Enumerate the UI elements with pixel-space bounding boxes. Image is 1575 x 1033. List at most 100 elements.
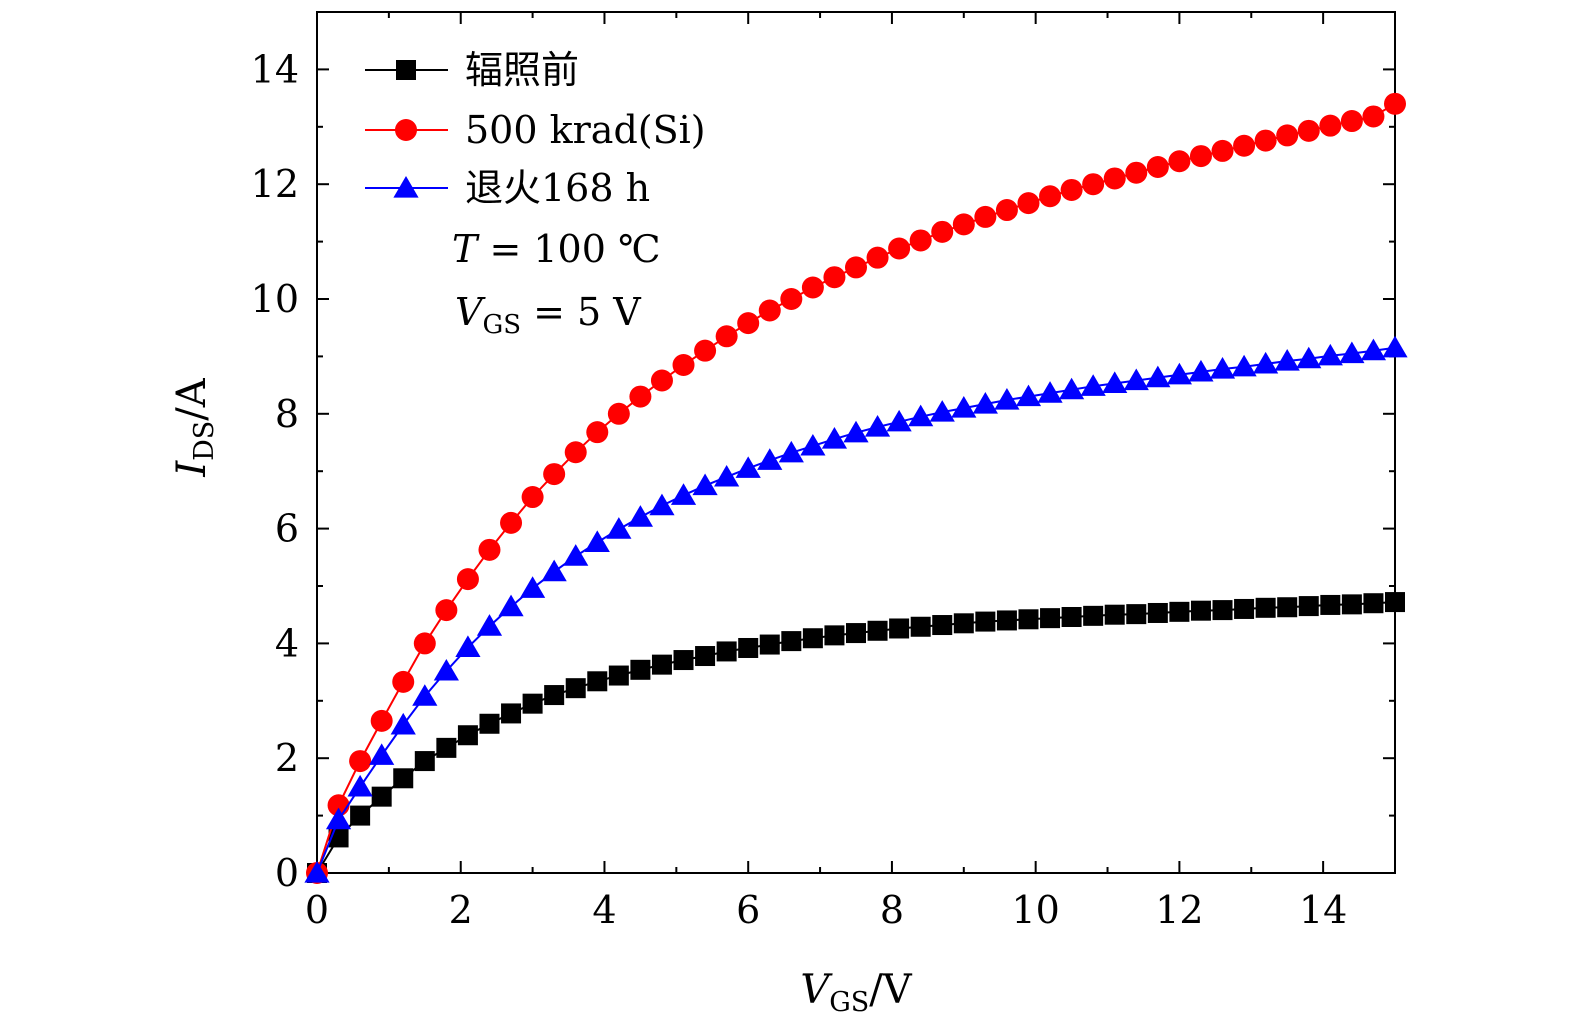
- data-point: [1102, 371, 1128, 393]
- legend: 辐照前 500 krad(Si) 退火168 h: [365, 48, 706, 210]
- data-point: [390, 712, 416, 735]
- axes: [316, 11, 1396, 874]
- data-point: [1231, 354, 1257, 377]
- data-point: [692, 473, 718, 496]
- data-point: [1277, 597, 1298, 618]
- data-point: [889, 618, 910, 639]
- data-point: [435, 599, 458, 622]
- data-point: [1039, 185, 1062, 208]
- data-point: [586, 421, 609, 444]
- x-tick-label: 0: [305, 888, 329, 932]
- annotation-temperature: T = 100 ℃: [452, 227, 660, 271]
- data-point: [1147, 602, 1168, 623]
- data-point: [1017, 192, 1040, 215]
- data-point: [1040, 608, 1061, 629]
- data-point: [1166, 362, 1192, 385]
- data-point: [1037, 381, 1063, 403]
- data-point: [670, 483, 697, 505]
- data-point: [1362, 105, 1385, 128]
- y-tick-label: 6: [275, 507, 299, 551]
- legend-marker: [393, 176, 419, 198]
- data-point: [1083, 605, 1104, 626]
- data-point: [1059, 377, 1085, 400]
- data-point: [758, 299, 781, 322]
- data-point: [1363, 593, 1384, 614]
- data-point: [1082, 173, 1105, 196]
- data-point: [413, 632, 436, 655]
- data-point: [1319, 114, 1342, 137]
- x-tick-label: 6: [736, 888, 760, 932]
- data-point: [369, 743, 395, 765]
- data-point: [564, 441, 587, 464]
- x-tick-label: 4: [592, 888, 616, 932]
- data-point: [1384, 92, 1406, 115]
- data-point: [1015, 384, 1042, 407]
- data-point: [821, 427, 848, 449]
- data-point: [607, 402, 630, 425]
- y-axis-label: IDS/A: [169, 377, 220, 477]
- data-point: [436, 737, 457, 758]
- data-point: [931, 220, 954, 243]
- data-point: [520, 576, 546, 598]
- data-point: [629, 385, 652, 408]
- data-point: [304, 861, 330, 883]
- data-point: [995, 199, 1018, 222]
- legend-marker: [395, 119, 417, 141]
- data-point: [735, 456, 761, 478]
- series-line: [316, 102, 1396, 874]
- y-tick-label: 2: [275, 736, 299, 780]
- data-point: [800, 433, 826, 456]
- data-point: [1296, 346, 1322, 369]
- x-axis-label: VGS/V: [800, 967, 912, 1018]
- data-point: [929, 400, 955, 422]
- data-point: [843, 420, 869, 443]
- data-point: [738, 637, 759, 658]
- series: [304, 92, 1408, 884]
- data-point: [630, 659, 651, 680]
- data-point: [801, 276, 824, 299]
- data-point: [1298, 596, 1319, 617]
- data-point: [433, 658, 459, 681]
- data-point: [910, 616, 931, 637]
- data-point: [1276, 124, 1299, 147]
- data-point: [823, 266, 846, 289]
- data-point: [521, 486, 544, 509]
- data-point: [608, 665, 629, 686]
- data-point: [1190, 600, 1211, 621]
- annotations: T = 100 ℃ VGS = 5 V: [452, 227, 660, 340]
- data-point: [1080, 374, 1106, 396]
- data-point: [371, 786, 392, 807]
- data-point: [325, 807, 352, 830]
- data-point: [587, 671, 608, 692]
- y-tick-label: 8: [275, 392, 299, 436]
- data-point: [1234, 598, 1255, 619]
- y-tick-label: 14: [251, 47, 299, 91]
- data-point: [953, 613, 974, 634]
- data-point: [846, 623, 866, 644]
- data-point: [627, 505, 653, 527]
- data-point: [393, 768, 414, 789]
- data-point: [714, 464, 740, 487]
- data-point: [886, 409, 912, 432]
- data-point: [952, 213, 975, 236]
- data-point: [1146, 155, 1169, 178]
- data-point: [1339, 341, 1365, 364]
- data-point: [350, 805, 371, 826]
- data-point: [500, 511, 523, 534]
- data-point: [1254, 129, 1277, 152]
- data-point: [1212, 600, 1233, 621]
- data-point: [543, 463, 566, 486]
- data-point: [498, 594, 524, 617]
- data-point: [370, 709, 393, 732]
- data-point: [1320, 594, 1341, 615]
- data-point: [1189, 145, 1212, 168]
- data-point: [1060, 178, 1083, 201]
- data-point: [1018, 609, 1039, 630]
- ticks: 0 2 4 6 8 10 12 14 0 2 4 6 8 10 12 14: [251, 12, 1395, 932]
- data-point: [1125, 161, 1148, 184]
- data-point: [888, 237, 911, 260]
- data-point: [412, 684, 438, 706]
- data-point: [864, 415, 891, 437]
- data-point: [1317, 343, 1343, 366]
- data-point: [780, 288, 803, 310]
